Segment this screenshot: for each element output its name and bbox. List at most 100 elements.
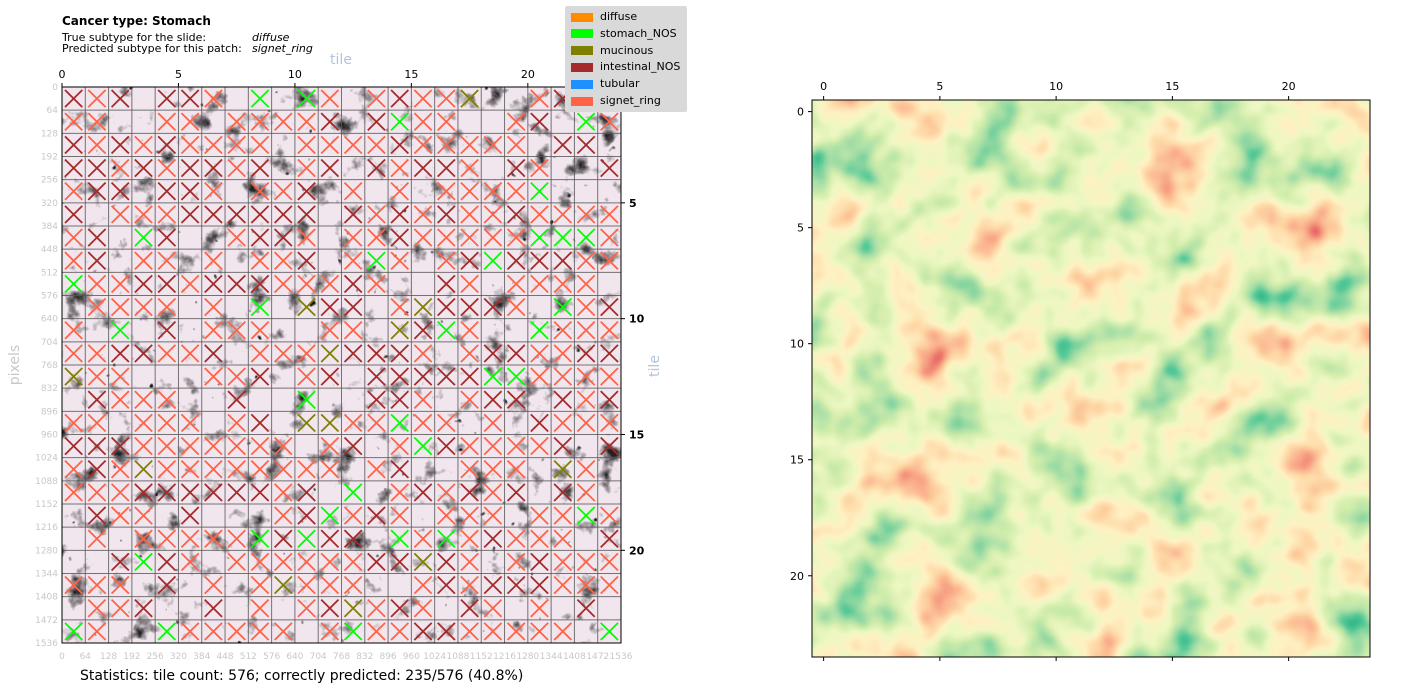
tile-mark-signet-ring: [576, 297, 596, 317]
tile-mark-intestinal-nos: [600, 158, 619, 178]
tile-mark-mucinous: [320, 413, 340, 433]
tile-mark-signet-ring: [227, 367, 246, 386]
legend-item-mucinous: mucinous: [571, 44, 653, 60]
top-tick-label: 10: [288, 68, 302, 81]
tile-mark-signet-ring: [437, 483, 456, 502]
tile-mark-signet-ring: [297, 552, 316, 572]
tile-mark-signet-ring: [273, 460, 293, 479]
tile-mark-intestinal-nos: [600, 436, 619, 456]
legend-swatch: [571, 96, 593, 106]
heatmap-y-tick-label: 15: [790, 454, 804, 467]
tile-mark-intestinal-nos: [273, 228, 293, 247]
tile-mark-signet-ring: [87, 112, 107, 131]
tile-mark-signet-ring: [530, 436, 549, 456]
tile-mark-signet-ring: [343, 413, 363, 433]
tile-mark-signet-ring: [180, 436, 200, 456]
tile-mark-signet-ring: [273, 344, 293, 363]
tile-mark-signet-ring: [227, 228, 246, 247]
heatmap-y-tick-label: 20: [790, 570, 804, 583]
tile-mark-signet-ring: [204, 135, 223, 155]
tile-mark-signet-ring: [227, 158, 246, 178]
tile-mark-signet-ring: [576, 367, 596, 386]
pixel-tick-label-y: 1280: [35, 546, 58, 556]
tile-mark-intestinal-nos: [180, 205, 200, 224]
tile-mark-intestinal-nos: [110, 89, 130, 108]
tile-mark-intestinal-nos: [110, 436, 130, 456]
tile-mark-signet-ring: [157, 460, 177, 479]
tile-mark-intestinal-nos: [180, 182, 200, 201]
tile-mark-signet-ring: [64, 483, 83, 502]
tile-mark-signet-ring: [297, 599, 316, 618]
tile-mark-signet-ring: [506, 552, 526, 572]
tile-mark-signet-ring: [180, 344, 200, 363]
tile-mark-stomach-nos: [367, 251, 386, 270]
tile-mark-signet-ring: [413, 228, 433, 247]
tile-mark-intestinal-nos: [576, 135, 596, 155]
tile-mark-intestinal-nos: [343, 205, 363, 224]
pixel-tick-label-x: 704: [310, 652, 327, 662]
tile-mark-intestinal-nos: [250, 483, 270, 502]
tile-mark-signet-ring: [204, 460, 223, 479]
true-subtype-label: True subtype for the slide:: [62, 31, 207, 44]
pixel-tick-label-x: 1408: [563, 652, 586, 662]
legend-label: diffuse: [600, 10, 638, 23]
tile-mark-intestinal-nos: [320, 297, 340, 317]
tile-mark-signet-ring: [553, 552, 573, 572]
tile-mark-intestinal-nos: [413, 367, 433, 386]
pixel-tick-label-y: 1152: [35, 500, 58, 510]
tile-mark-intestinal-nos: [437, 575, 456, 595]
tile-mark-intestinal-nos: [227, 390, 246, 409]
tile-mark-signet-ring: [437, 112, 456, 131]
tile-mark-intestinal-nos: [367, 506, 386, 525]
tile-mark-signet-ring: [460, 506, 479, 525]
tile-mark-signet-ring: [390, 182, 410, 201]
tile-mark-intestinal-nos: [553, 483, 573, 502]
legend-item-tubular: tubular: [571, 77, 640, 93]
tile-mark-intestinal-nos: [506, 575, 526, 595]
pixel-tick-label-y: 448: [41, 245, 58, 255]
legend-label: tubular: [600, 77, 640, 91]
subtype-legend: diffuse stomach_NOS mucinous intestinal_NOS…: [565, 6, 687, 112]
tile-mark-intestinal-nos: [64, 158, 83, 178]
tile-mark-signet-ring: [576, 483, 596, 502]
true-subtype-value: diffuse: [252, 31, 290, 44]
tile-mark-intestinal-nos: [204, 483, 223, 502]
tile-mark-intestinal-nos: [460, 251, 479, 270]
tile-mark-signet-ring: [320, 575, 340, 595]
pixel-tick-label-x: 512: [240, 652, 257, 662]
tile-mark-intestinal-nos: [600, 390, 619, 409]
tile-mark-stomach-nos: [134, 228, 153, 247]
tile-mark-signet-ring: [600, 251, 619, 270]
pixel-tick-label-x: 832: [356, 652, 373, 662]
tile-mark-intestinal-nos: [64, 135, 83, 155]
tile-mark-signet-ring: [506, 112, 526, 131]
pixel-tick-label-y: 512: [41, 268, 58, 278]
legend-label: mucinous: [600, 43, 654, 57]
tile-mark-stomach-nos: [576, 228, 596, 247]
tile-mark-intestinal-nos: [64, 89, 83, 108]
tile-mark-intestinal-nos: [180, 89, 200, 108]
pixel-tick-label-y: 320: [41, 199, 58, 209]
tile-mark-signet-ring: [506, 622, 526, 641]
tile-mark-signet-ring: [576, 413, 596, 433]
tile-mark-intestinal-nos: [157, 575, 177, 595]
right-tick-label: 10: [629, 313, 645, 326]
tile-mark-signet-ring: [297, 228, 316, 247]
tile-mark-signet-ring: [553, 622, 573, 641]
tile-mark-signet-ring: [134, 205, 153, 224]
heatmap-y-tick-label: 10: [790, 338, 804, 351]
tile-mark-signet-ring: [506, 274, 526, 294]
tile-mark-signet-ring: [413, 89, 433, 108]
tile-mark-stomach-nos: [553, 228, 573, 247]
left-axis-label: pixels: [7, 345, 23, 385]
tile-mark-signet-ring: [600, 228, 619, 247]
tile-mark-signet-ring: [110, 390, 130, 409]
tile-mark-signet-ring: [576, 552, 596, 572]
tile-mark-intestinal-nos: [204, 274, 223, 294]
tile-mark-signet-ring: [320, 274, 340, 294]
tile-mark-intestinal-nos: [157, 483, 177, 502]
tile-mark-signet-ring: [460, 390, 479, 409]
tile-mark-signet-ring: [273, 274, 293, 294]
tile-mark-signet-ring: [273, 112, 293, 131]
tile-mark-signet-ring: [87, 344, 107, 363]
